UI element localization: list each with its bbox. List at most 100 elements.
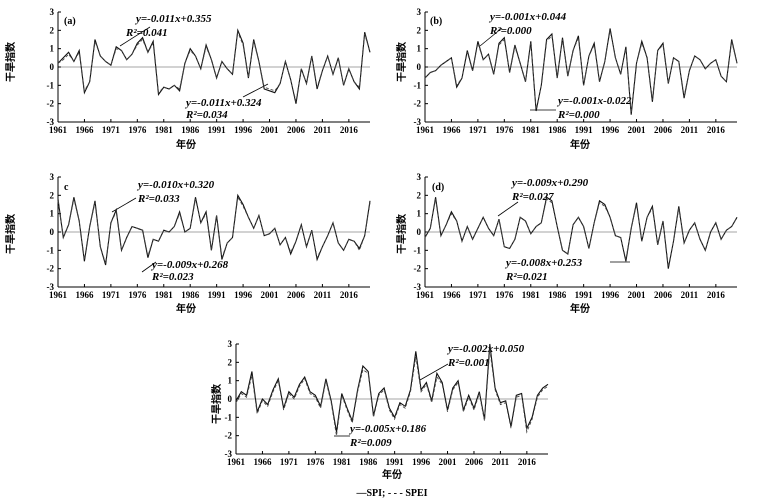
panel-b: (b) 干旱指数 年份 y=-0.001x+0.044 R²=0.000 y=-… [395, 7, 738, 151]
x-tick-label: 1981 [155, 125, 174, 135]
svg-text:干旱指数: 干旱指数 [4, 213, 17, 254]
x-tick-label: 1981 [155, 290, 174, 300]
y-tick-label: 1 [50, 209, 55, 219]
x-tick-label: 1996 [412, 457, 431, 467]
x-tick-label: 1996 [601, 125, 620, 135]
series-line-dashed [424, 30, 738, 113]
annotation-arrow-1 [479, 27, 503, 47]
y-tick-label: 3 [228, 339, 233, 349]
x-tick-label: 1966 [253, 457, 272, 467]
y-axis-label: 干旱指数 [4, 213, 17, 254]
y-tick-label: -2 [47, 264, 55, 274]
svg-text:干旱指数: 干旱指数 [210, 383, 223, 424]
x-tick-label: 2016 [518, 457, 537, 467]
r2-1: R²=0.001 [447, 357, 490, 369]
legend: —SPI; - - - SPEI [355, 488, 427, 499]
x-tick-label: 1966 [75, 125, 94, 135]
x-tick-label: 1966 [442, 290, 461, 300]
x-tick-label: 2001 [439, 457, 458, 467]
x-tick-label: 1996 [601, 290, 620, 300]
y-tick-label: -3 [414, 117, 422, 127]
x-tick-label: 1976 [495, 125, 514, 135]
eq-1: y=-0.009x+0.290 [510, 177, 589, 189]
x-tick-label: 1991 [208, 125, 227, 135]
x-tick-label: 2016 [340, 290, 359, 300]
y-tick-label: 1 [228, 376, 233, 386]
x-tick-label: 1961 [416, 125, 435, 135]
svg-text:干旱指数: 干旱指数 [395, 41, 408, 82]
eq-1: y=-0.011x+0.355 [134, 13, 212, 25]
y-tick-label: -1 [225, 412, 233, 422]
x-tick-label: 1961 [49, 290, 68, 300]
series-line-spei [235, 349, 549, 436]
y-tick-label: 1 [417, 209, 422, 219]
x-tick-label: 1991 [386, 457, 405, 467]
y-axis-label: 干旱指数 [210, 383, 223, 424]
series-line-dashed [57, 195, 371, 264]
x-tick-label: 1986 [548, 125, 567, 135]
y-tick-label: 0 [417, 62, 422, 72]
y-tick-label: -1 [414, 80, 422, 90]
x-axis-label: 年份 [570, 302, 591, 315]
x-tick-label: 2016 [340, 125, 359, 135]
series-line-spi [235, 343, 549, 433]
x-tick-label: 1991 [575, 125, 594, 135]
svg-text:干旱指数: 干旱指数 [4, 41, 17, 82]
y-tick-label: 1 [417, 44, 422, 54]
x-tick-label: 2006 [654, 290, 673, 300]
x-tick-label: 2001 [628, 125, 647, 135]
x-tick-label: 1966 [442, 125, 461, 135]
eq-1: y=-0.010x+0.320 [136, 179, 215, 191]
x-tick-label: 2011 [314, 290, 332, 300]
y-tick-label: -1 [47, 80, 55, 90]
y-tick-label: 3 [50, 7, 55, 17]
x-tick-label: 1981 [522, 290, 541, 300]
y-tick-label: -2 [225, 431, 233, 441]
x-tick-label: 1996 [234, 125, 253, 135]
x-tick-label: 1961 [416, 290, 435, 300]
x-tick-label: 2011 [492, 457, 510, 467]
annotation-arrow-2 [141, 261, 157, 273]
x-tick-label: 1971 [469, 125, 488, 135]
y-tick-label: 2 [50, 25, 55, 35]
y-tick-label: -2 [414, 99, 422, 109]
x-tick-label: 1991 [575, 290, 594, 300]
panel-e: 干旱指数 年份 y=-0.002x+0.050 R²=0.001 y=-0.00… [210, 339, 549, 499]
series-line-dashed [57, 30, 371, 102]
y-tick-label: -2 [414, 264, 422, 274]
annotation-arrow-1 [497, 201, 519, 217]
y-tick-label: 0 [50, 227, 55, 237]
y-axis-label: 干旱指数 [395, 213, 408, 254]
x-tick-label: 1996 [234, 290, 253, 300]
panel-label: c [64, 182, 69, 193]
y-axis-label: 干旱指数 [395, 41, 408, 82]
y-tick-label: -3 [47, 117, 55, 127]
y-tick-label: 2 [228, 357, 233, 367]
y-tick-label: 0 [417, 227, 422, 237]
r2-1: R²=0.027 [511, 191, 554, 203]
y-axis-label: 干旱指数 [4, 41, 17, 82]
x-tick-label: 1971 [280, 457, 299, 467]
svg-text:干旱指数: 干旱指数 [395, 213, 408, 254]
panel-c: c 干旱指数 年份 y=-0.010x+0.320 R²=0.033 y=-0.… [4, 172, 371, 315]
x-tick-label: 2011 [314, 125, 332, 135]
x-tick-label: 2006 [654, 125, 673, 135]
x-tick-label: 1986 [181, 290, 200, 300]
r2-1: R²=0.041 [125, 27, 168, 39]
y-tick-label: 3 [417, 7, 422, 17]
y-tick-label: -1 [414, 245, 422, 255]
r2-2: R²=0.021 [505, 271, 548, 283]
x-tick-label: 1981 [333, 457, 352, 467]
y-tick-label: 2 [50, 190, 55, 200]
x-tick-label: 2001 [628, 290, 647, 300]
x-axis-label: 年份 [176, 138, 197, 151]
panel-label: (b) [430, 16, 442, 27]
y-tick-label: 2 [417, 25, 422, 35]
r2-2: R²=0.023 [151, 271, 194, 283]
panel-d: (d) 干旱指数 年份 y=-0.009x+0.290 R²=0.027 y=-… [395, 172, 738, 315]
eq-2: y=-0.011x+0.324 [184, 97, 262, 109]
x-axis-label: 年份 [382, 468, 403, 481]
x-tick-label: 1986 [548, 290, 567, 300]
annotation-arrow-1 [419, 363, 449, 381]
